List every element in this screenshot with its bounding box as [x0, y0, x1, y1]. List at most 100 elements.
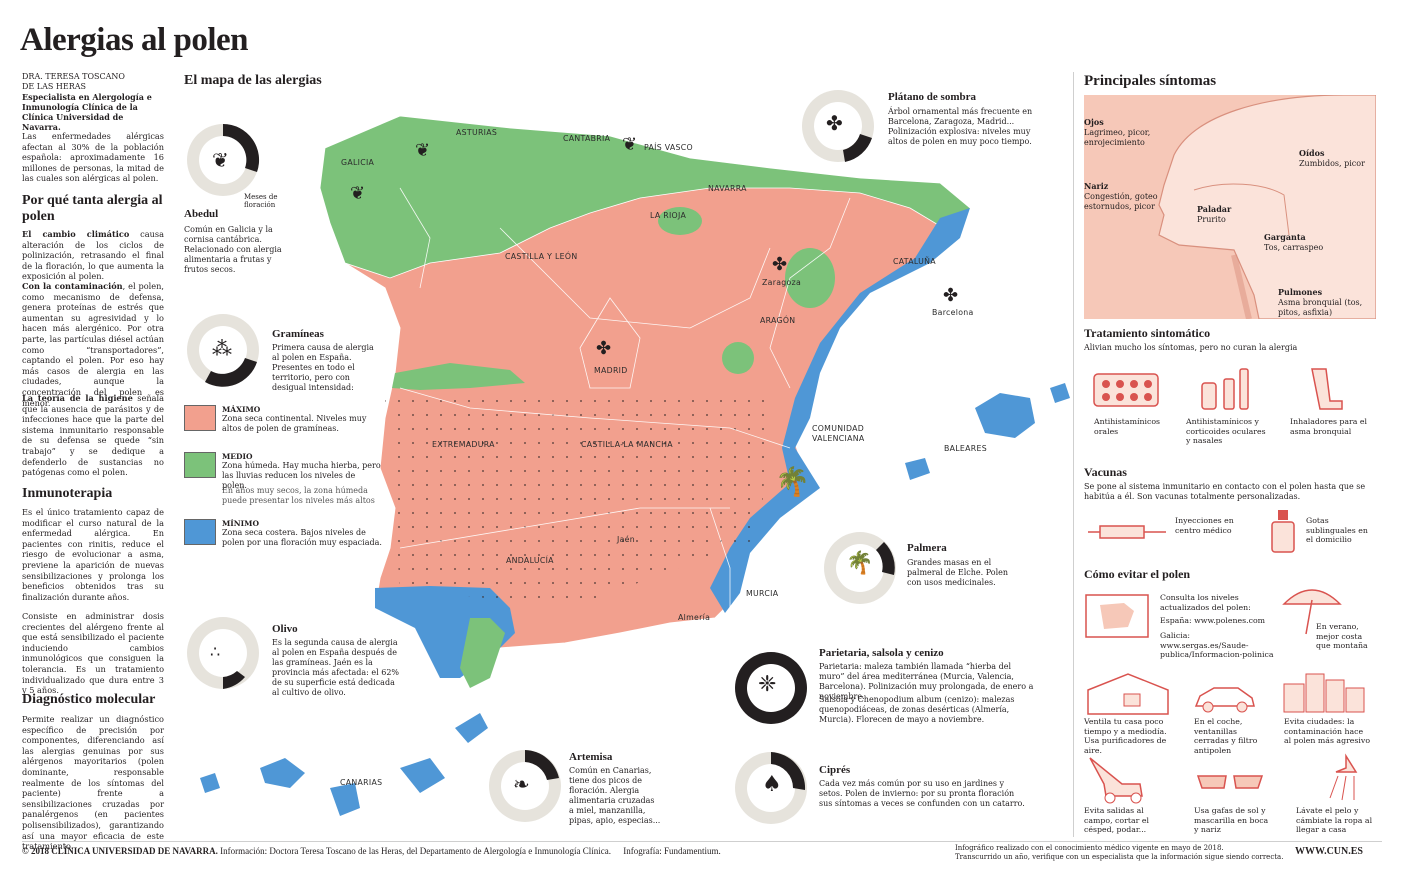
- region-murcia: MURCIA: [746, 589, 779, 598]
- avoid-title: Cómo evitar el polen: [1084, 567, 1191, 581]
- sunglasses-icon: [1196, 775, 1264, 789]
- footer-note1: Infográfico realizado con el conocimient…: [955, 844, 1224, 852]
- legend-med-swatch: [184, 452, 216, 478]
- abedul-text: Común en Galicia y la cornisa cantábrica…: [184, 225, 282, 274]
- sym-ojos-text: Lagrimeo, picor, enrojecimiento: [1084, 128, 1151, 147]
- region-navarra: NAVARRA: [708, 184, 747, 193]
- gramineas-title: Gramíneas: [272, 328, 324, 340]
- parietaria-calendar: [735, 652, 807, 724]
- why-p2-bold: Con la contaminación: [22, 281, 123, 291]
- vaccine-injections: Inyecciones en centro médico: [1175, 516, 1234, 535]
- platano-marker-icon: ✤: [596, 338, 612, 359]
- platano-icon: ✤: [826, 111, 843, 135]
- avoid-glasses: Usa gafas de sol y mascarilla en boca y …: [1194, 806, 1269, 835]
- platano-title: Plátano de sombra: [888, 91, 976, 103]
- platano-text: Árbol ornamental más frecuente en Barcel…: [888, 107, 1033, 146]
- legend-min-swatch: [184, 519, 216, 545]
- region-galicia: GALICIA: [341, 158, 375, 167]
- footer-url[interactable]: WWW.CUN.ES: [1295, 846, 1363, 857]
- sym-paladar-title: Paladar: [1197, 204, 1232, 214]
- immuno-p1: Es el único tratamiento capaz de modific…: [22, 507, 164, 602]
- region-cataluna: CATALUÑA: [893, 257, 936, 266]
- why-p2-text: , el polen, como mecanismo de defensa, g…: [22, 281, 164, 408]
- why-p1: El cambio climático causa alteración de …: [22, 229, 164, 282]
- avoid-mower: Evita salidas al campo, cortar el césped…: [1084, 806, 1149, 835]
- legend-max-text: Zona seca continental. Niveles muy altos…: [222, 414, 367, 433]
- footer-note: Infográfico realizado con el conocimient…: [955, 844, 1285, 862]
- immuno-p2: Consiste en administrar dosis crecientes…: [22, 611, 164, 696]
- parietaria-title: Parietaria, salsola y cenizo: [819, 647, 944, 659]
- region-castilla-la-mancha: CASTILLA-LA MANCHA: [581, 440, 673, 449]
- region-andalucia: ANDALUCÍA: [506, 556, 554, 565]
- sym-oidos: Oídos Zumbidos, picor: [1299, 148, 1369, 169]
- city-zaragoza: Zaragoza: [762, 278, 802, 287]
- cipres-calendar: [735, 752, 807, 824]
- avoid-summer: En verano, mejor costa que montaña: [1316, 622, 1368, 651]
- west-medium-zone: [392, 363, 525, 390]
- treatment-item-2: Antihistamínicos y corticoides oculares …: [1186, 417, 1266, 446]
- east-min-zone: [710, 208, 970, 613]
- artemisa-title: Artemisa: [569, 751, 613, 763]
- palmera-text: Grandes masas en el palmeral de Elche. P…: [907, 558, 1009, 587]
- region-cantabria: CANTABRIA: [563, 134, 611, 143]
- vaccine-drops: Gotas sublinguales en el domicilio: [1306, 516, 1368, 545]
- avoid-home: Ventila tu casa poco tiempo y a mediodía…: [1084, 717, 1167, 755]
- footer-graphics: Infografía: Fundamentium.: [623, 846, 721, 856]
- region-comunidad-valenciana: COMUNIDAD VALENCIANA: [812, 424, 865, 443]
- why-p3-bold: La teoría de la higiene: [22, 393, 133, 403]
- gramineas-icon: ⁂: [212, 336, 232, 360]
- syringe-icon: [1088, 525, 1166, 539]
- region-la-rioja: LA RIOJA: [650, 211, 687, 220]
- baleares-islands: [975, 393, 1035, 438]
- palmera-marker-icon: 🌴: [775, 465, 810, 498]
- sym-nariz: Nariz Congestión, goteo estornudos, picor: [1084, 181, 1169, 212]
- symptoms-illustration: [1084, 94, 1377, 320]
- region-baleares: BALEARES: [944, 444, 987, 453]
- sym-nariz-text: Congestión, goteo estornudos, picor: [1084, 192, 1158, 211]
- sym-garganta-title: Garganta: [1264, 232, 1306, 242]
- parietaria-text1: Parietaria: maleza también llamada “hier…: [819, 662, 1034, 701]
- parietaria-text2: Salsola y Chenopodium album (cenizo): ma…: [819, 695, 1015, 724]
- platano-marker-icon: ✤: [943, 285, 959, 306]
- why-p3: La teoría de la higiene señala que la au…: [22, 393, 164, 478]
- region-asturias: ASTURIAS: [456, 128, 498, 137]
- page-title: Alergias al polen: [20, 22, 249, 58]
- olivo-calendar: [187, 617, 259, 689]
- palmera-title: Palmera: [907, 542, 947, 554]
- sym-ojos: Ojos Lagrimeo, picor, enrojecimiento: [1084, 117, 1174, 148]
- cipres-text: Cada vez más común por su uso en jardine…: [819, 779, 1025, 808]
- city-icon: [1283, 673, 1365, 713]
- city-almeria: Almería: [678, 613, 711, 622]
- author-role: Especialista en Alergología e Inmunologí…: [22, 92, 152, 132]
- region-canarias: CANARIAS: [340, 778, 383, 787]
- legend-med-note: En años muy secos, la zona húmeda puede …: [222, 486, 375, 505]
- artemisa-calendar: [489, 750, 561, 822]
- car-icon: [1194, 687, 1255, 713]
- why-title: Por qué tanta alergia al polen: [22, 193, 163, 224]
- parietaria-icon: ❈: [758, 672, 777, 697]
- avoid-galicia: Galicia: www.sergas.es/Saude-publica/Inf…: [1160, 631, 1274, 660]
- sym-nariz-title: Nariz: [1084, 181, 1109, 191]
- legend-min-text: Zona seca costera. Bajos niveles de pole…: [222, 528, 382, 547]
- author-name-2: DE LAS HERAS: [22, 82, 87, 91]
- spain-map: [200, 115, 1070, 816]
- footer-credits: © 2018 CLÍNICA UNIVERSIDAD DE NAVARRA. I…: [22, 846, 721, 856]
- avoid-shower: Lávate el pelo y cámbiate la ropa al lle…: [1296, 806, 1373, 835]
- canarias-islands: [200, 773, 220, 793]
- author-name: DRA. TERESA TOSCANO: [22, 72, 125, 81]
- region-aragon: ARAGÓN: [760, 316, 796, 325]
- cipres-icon: ♠: [762, 772, 782, 797]
- city-barcelona: Barcelona: [932, 308, 974, 317]
- footer-copyright: © 2018 CLÍNICA UNIVERSIDAD DE NAVARRA.: [22, 846, 218, 856]
- why-p3-text: señala que la ausencia de parásitos y de…: [22, 393, 165, 478]
- treatment-title: Tratamiento sintomático: [1084, 326, 1211, 340]
- diag-title: Diagnóstico molecular: [22, 692, 156, 707]
- avoid-cities: Evita ciudades: la contaminación hace al…: [1284, 717, 1371, 746]
- immuno-title: Inmunoterapia: [22, 486, 113, 501]
- abedul-marker-icon: ❦: [350, 183, 366, 204]
- diag-p1: Permite realizar un diagnóstico específi…: [22, 714, 164, 852]
- legend-med-text: Zona húmeda. Hay mucha hierba, pero las …: [222, 461, 381, 490]
- legend-min-title: MÍNIMO: [222, 519, 260, 528]
- olivo-title: Olivo: [272, 623, 298, 635]
- sym-paladar-text: Prurito: [1197, 215, 1226, 224]
